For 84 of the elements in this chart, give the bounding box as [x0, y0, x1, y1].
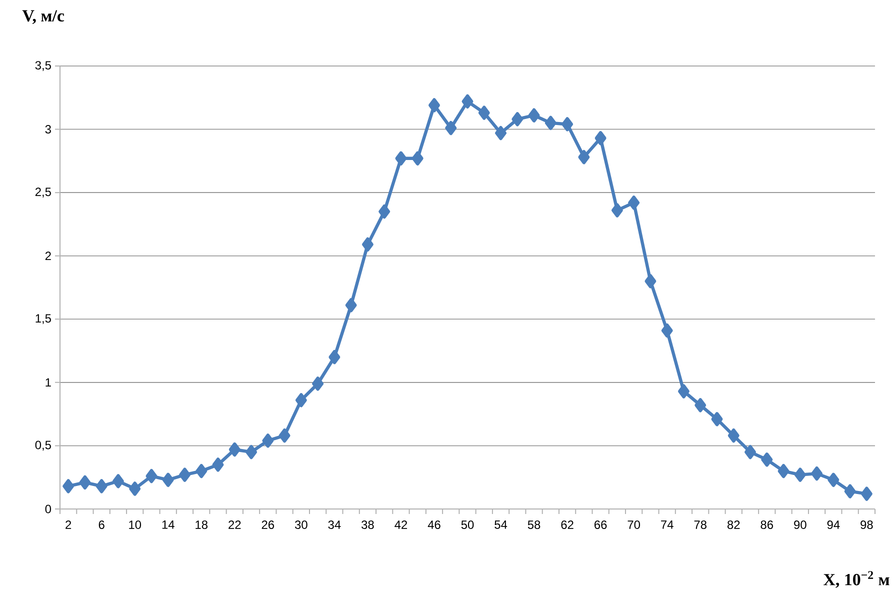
x-axis-title: X, 10$^{−2}$ м — [824, 571, 890, 588]
x-tick-label: 46 — [428, 520, 440, 529]
x-tick-label: 70 — [628, 520, 640, 529]
point — [129, 482, 141, 496]
y-axis-title: V, м/с — [22, 10, 64, 24]
point — [828, 472, 840, 487]
y-tick-label: 2,5 — [35, 188, 51, 198]
point — [246, 444, 257, 460]
point — [345, 298, 357, 312]
point — [362, 237, 374, 252]
point — [644, 274, 656, 288]
point — [694, 398, 706, 412]
point — [262, 434, 274, 448]
point — [495, 126, 506, 140]
point — [728, 428, 740, 443]
x-tick-label: 38 — [362, 520, 374, 529]
point — [62, 479, 74, 494]
point — [678, 384, 690, 398]
x-tick-label: 82 — [727, 520, 740, 529]
point — [528, 108, 540, 122]
point — [478, 106, 490, 120]
y-tick-label: 3,5 — [35, 61, 51, 71]
point — [328, 350, 340, 364]
x-tick-label: 50 — [461, 520, 474, 529]
x-tick-label: 26 — [262, 520, 274, 529]
x-tick-label: 34 — [328, 520, 341, 529]
y-tick-label: 1 — [46, 378, 51, 387]
x-tick-label: 6 — [98, 520, 104, 529]
point — [179, 468, 190, 482]
point — [778, 464, 790, 478]
x-tick-label: 14 — [162, 520, 174, 529]
point — [395, 151, 407, 166]
y-tick-label: 2 — [45, 252, 51, 260]
point — [378, 204, 390, 219]
y-tick-label: 0,5 — [35, 440, 51, 451]
x-tick-label: 42 — [394, 520, 408, 529]
point — [761, 452, 773, 467]
x-tick-label: 2 — [66, 520, 72, 529]
point — [445, 120, 457, 136]
point — [544, 116, 556, 130]
x-tick-label: 78 — [694, 520, 706, 529]
y-tick-label: 3 — [45, 125, 51, 134]
x-tick-label: 10 — [129, 520, 142, 529]
point — [79, 475, 91, 490]
point — [578, 150, 590, 164]
x-tick-label: 22 — [228, 520, 241, 529]
point — [196, 464, 208, 478]
point — [628, 196, 640, 210]
point — [462, 94, 474, 109]
x-tick-label: 74 — [661, 520, 674, 529]
x-tick-label: 18 — [196, 520, 208, 529]
y-tick-label: 0 — [45, 504, 52, 514]
x-tick-label: 66 — [594, 520, 607, 529]
point — [212, 458, 224, 472]
x-tick-label: 94 — [827, 520, 840, 529]
point — [811, 466, 823, 481]
point — [611, 203, 623, 218]
point — [412, 151, 424, 166]
x-tick-label: 90 — [794, 520, 806, 529]
point — [594, 131, 606, 146]
y-tick-label: 1,5 — [36, 314, 51, 324]
x-tick-label: 58 — [528, 520, 540, 529]
x-tick-label: 54 — [494, 520, 508, 529]
x-tick-label: 86 — [760, 520, 774, 529]
point — [794, 468, 806, 482]
point — [96, 479, 108, 494]
x-tick-label: 62 — [561, 520, 574, 529]
point — [146, 468, 158, 484]
point — [711, 412, 723, 426]
point — [162, 472, 174, 487]
point — [661, 323, 673, 338]
point — [512, 112, 524, 126]
point — [562, 117, 574, 132]
point — [860, 486, 872, 501]
point — [844, 484, 856, 498]
point — [278, 428, 290, 443]
point — [112, 474, 124, 488]
x-tick-label: 30 — [294, 520, 308, 529]
point — [428, 98, 440, 112]
point — [295, 393, 307, 408]
point — [744, 444, 756, 460]
point — [228, 442, 240, 457]
x-tick-label: 98 — [860, 520, 873, 529]
point — [312, 376, 324, 391]
